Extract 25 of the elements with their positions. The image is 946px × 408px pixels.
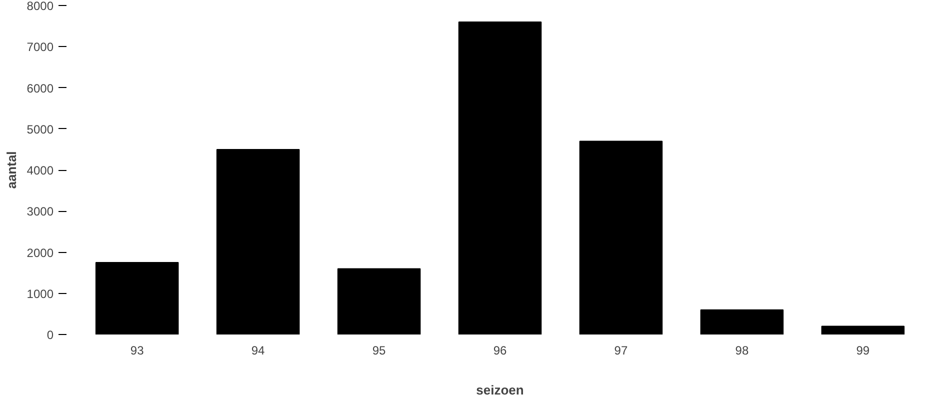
x-tick-label: 99 [856, 344, 870, 358]
y-tick-label: 6000 [26, 81, 54, 96]
x-tick-label: 98 [735, 344, 749, 358]
y-tick-label: 5000 [26, 122, 54, 136]
bar [579, 140, 663, 334]
bar [700, 309, 784, 334]
y-tick-label: 4000 [26, 164, 54, 178]
bar [95, 262, 179, 334]
bar [458, 21, 542, 334]
x-tick-label: 97 [614, 344, 628, 358]
bar [337, 268, 421, 334]
x-tick-label: 95 [372, 344, 386, 358]
bar [216, 148, 300, 334]
x-tick-label: 93 [130, 344, 144, 358]
y-tick-label: 7000 [26, 40, 54, 54]
y-axis-title: aantal [4, 151, 19, 189]
x-tick-label: 96 [493, 344, 507, 358]
bar [821, 326, 905, 334]
x-tick-label: 94 [251, 344, 266, 358]
x-axis-title: seizoen [476, 382, 524, 398]
y-tick-label: 2000 [26, 246, 54, 260]
y-tick-label: 1000 [26, 286, 54, 301]
y-tick-label: 0 [46, 328, 54, 342]
y-tick-label: 3000 [26, 204, 54, 219]
y-tick-label: 8000 [26, 0, 54, 13]
